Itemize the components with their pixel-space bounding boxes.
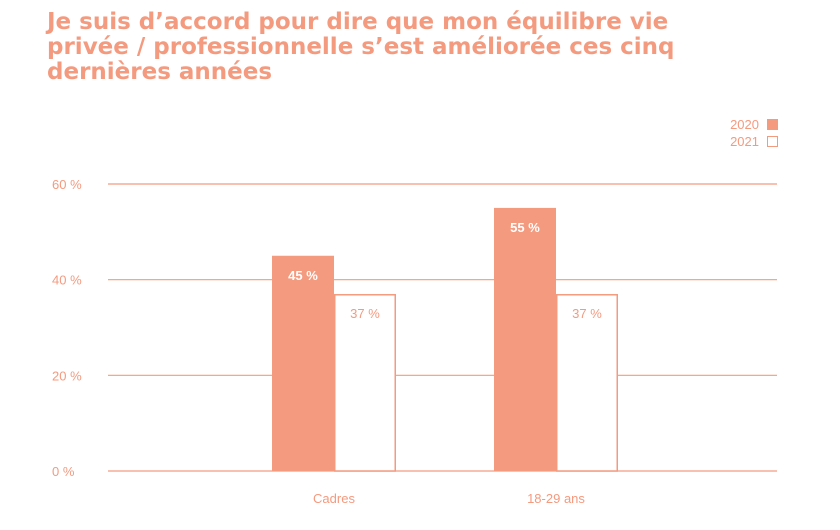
bar-2021-18-29 ans <box>556 294 618 472</box>
y-tick-label: 40 % <box>52 273 82 288</box>
chart-title-line-2: privée / professionnelle s’est améliorée… <box>47 34 675 60</box>
bar-2020-18-29 ans <box>494 207 556 471</box>
legend-label-2020: 2020 <box>730 117 759 132</box>
legend-swatch-2020 <box>767 119 778 130</box>
x-tick-label: 18-29 ans <box>527 491 585 506</box>
y-tick-label: 0 % <box>52 464 75 479</box>
bar-2021-Cadres <box>334 294 396 472</box>
data-label: 45 % <box>288 268 318 283</box>
chart-title-line-1: Je suis d’accord pour dire que mon équil… <box>47 9 669 35</box>
bar-2020-Cadres <box>272 255 334 471</box>
chart-title-line-3: dernières années <box>47 59 273 85</box>
legend-label-2021: 2021 <box>730 134 759 149</box>
data-label: 37 % <box>350 306 380 321</box>
data-label: 37 % <box>572 306 602 321</box>
chart-legend: 2020 2021 <box>730 116 778 150</box>
legend-item-2021: 2021 <box>730 133 778 150</box>
y-tick-label: 60 % <box>52 177 82 192</box>
chart-title: Je suis d’accord pour dire que mon équil… <box>47 10 747 85</box>
legend-item-2020: 2020 <box>730 116 778 133</box>
y-tick-label: 20 % <box>52 368 82 383</box>
data-label: 55 % <box>510 220 540 235</box>
legend-swatch-2021 <box>767 136 778 147</box>
x-tick-label: Cadres <box>313 491 355 506</box>
